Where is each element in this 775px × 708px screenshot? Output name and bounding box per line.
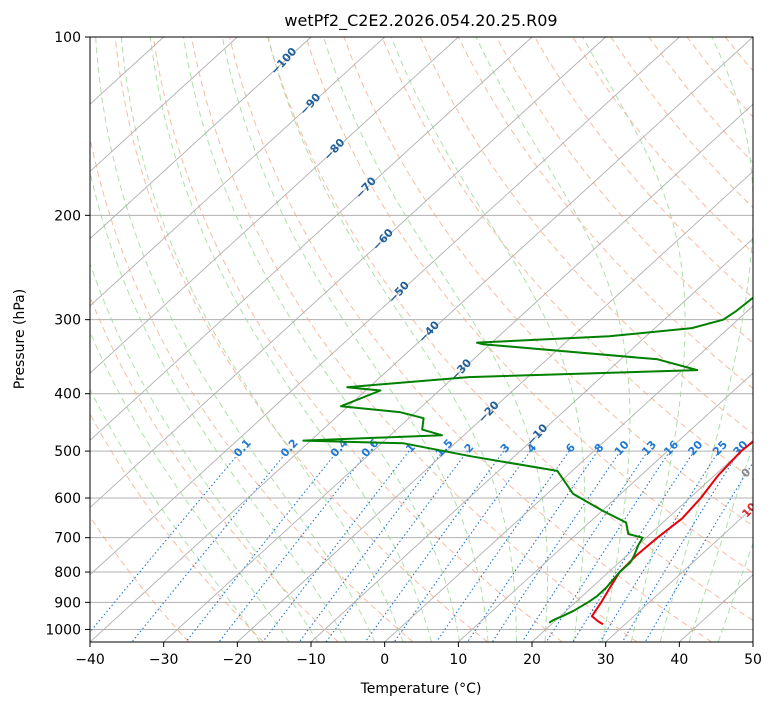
moist-adiabat-label: 20 [754, 527, 774, 547]
x-tick-label: −20 [223, 652, 253, 668]
dry-adiabat [495, 37, 753, 344]
x-tick-label: 20 [523, 652, 541, 668]
mixing-ratio-line [521, 450, 649, 642]
moist-adiabat [323, 37, 548, 642]
y-tick-label: 400 [54, 387, 81, 403]
dry-adiabat [381, 37, 753, 481]
isotherm-line [90, 37, 385, 307]
sounding-profiles [302, 296, 753, 626]
x-tick-label: 50 [744, 652, 762, 668]
mixing-ratio-line [325, 450, 468, 642]
y-tick-label: 600 [54, 491, 81, 507]
moist-adiabats [90, 37, 753, 642]
isotherm-line [90, 37, 606, 509]
y-tick-label: 100 [54, 30, 81, 46]
x-tick-label: −10 [296, 652, 326, 668]
mixing-ratio-line [393, 450, 531, 642]
dewpoint-profile [302, 296, 753, 624]
isotherm-line [237, 170, 753, 642]
isotherm-line [90, 37, 459, 374]
moist-adiabat [90, 262, 319, 642]
moist-adiabat [90, 169, 347, 642]
mixing-ratio-line [621, 450, 740, 642]
isotherm-line [90, 37, 312, 240]
moist-adiabat [95, 37, 376, 642]
isotherm-line [90, 37, 238, 173]
isotherm-line [458, 372, 753, 642]
moist-adiabat [183, 37, 461, 642]
y-tick-label: 300 [54, 313, 81, 329]
mixing-ratio-line [218, 450, 369, 642]
y-axis: 100 200 300 400 500 600 700 800 900 1000 [45, 30, 90, 638]
isotherm-line [605, 506, 753, 642]
mixing-ratio-line [185, 450, 339, 642]
x-tick-label: 10 [449, 652, 467, 668]
y-axis-title: Pressure (hPa) [12, 289, 28, 389]
isotherm-line [310, 238, 753, 642]
moist-adiabat [475, 37, 631, 642]
moist-adiabat [582, 37, 686, 642]
isotherm-line [90, 37, 753, 642]
y-tick-label: 700 [54, 531, 81, 547]
x-axis-title: Temperature (°C) [360, 681, 482, 697]
dry-adiabats [90, 37, 775, 642]
isotherm-line [752, 641, 753, 642]
dry-adiabat [457, 37, 753, 389]
y-tick-label: 800 [54, 565, 81, 581]
dry-adiabat [90, 135, 414, 642]
moist-adiabat [90, 388, 261, 642]
dry-adiabat [114, 37, 488, 642]
x-tick-label: 40 [670, 652, 688, 668]
dry-adiabat [343, 37, 753, 527]
y-tick-label: 500 [54, 444, 81, 460]
moist-adiabat [267, 37, 517, 642]
moist-adiabat [221, 37, 489, 642]
dry-adiabat [152, 37, 563, 642]
x-tick-label: 0 [380, 652, 389, 668]
mixing-ratio-line [435, 450, 570, 642]
moist-adiabat [90, 330, 290, 642]
x-tick-label: −30 [149, 652, 179, 668]
y-tick-label: 200 [54, 208, 81, 224]
x-axis: −40 −30 −20 −10 0 10 20 30 40 50 [75, 642, 762, 668]
moist-adiabat [149, 37, 432, 642]
dry-adiabat [534, 37, 753, 299]
moist-adiabat [659, 37, 753, 642]
isotherm-line [90, 37, 533, 441]
temperature-profile [590, 440, 753, 626]
dry-adiabat [90, 515, 190, 642]
mixing-ratio-line [599, 450, 720, 642]
x-tick-label: 30 [597, 652, 615, 668]
dry-adiabat [90, 412, 264, 642]
mixing-ratio-line [467, 450, 599, 642]
moist-adiabat [120, 37, 404, 642]
plot-frame [89, 36, 754, 643]
dry-adiabat [90, 295, 339, 642]
dry-adiabat [763, 37, 775, 642]
isotherm-line [163, 103, 753, 642]
mixing-ratio-line [90, 450, 242, 633]
moist-adiabat [688, 443, 753, 642]
y-tick-label: 900 [54, 595, 81, 611]
x-tick-label: −40 [75, 652, 105, 668]
dry-adiabat [267, 37, 753, 622]
isotherm-line [384, 305, 753, 642]
mixing-ratio-line [298, 450, 444, 642]
isotherm-line [90, 37, 680, 576]
y-tick-label: 1000 [45, 622, 81, 638]
moist-adiabat [717, 542, 753, 642]
mixing-ratio-label: 36 [751, 438, 771, 458]
skewed-isotherms [90, 37, 753, 642]
dry-adiabat [305, 37, 753, 574]
moist-adiabat [390, 37, 586, 642]
dry-adiabat [229, 37, 712, 642]
dry-adiabat [419, 37, 753, 435]
isotherm-line [531, 439, 753, 642]
moist-adiabat-label: 30 [764, 558, 775, 578]
chart-title: wetPf2_C2E2.2026.054.20.25.R09 [284, 11, 557, 31]
grid-lines [90, 37, 753, 630]
